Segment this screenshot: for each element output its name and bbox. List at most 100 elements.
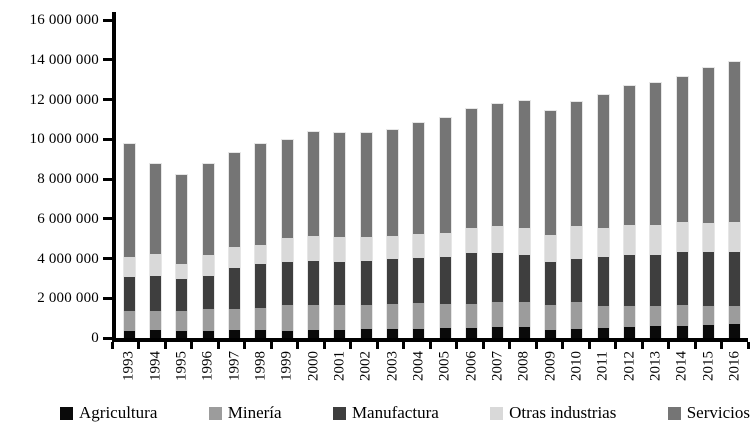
y-axis-tick-label: 8 000 000 (37, 171, 99, 187)
x-axis-tick (137, 342, 140, 349)
bar-segment-manufactura-2009 (544, 262, 556, 305)
y-axis-tick (103, 296, 112, 300)
bar-segment-manufactura-2008 (518, 254, 530, 303)
bar-2013 (649, 81, 663, 338)
bar-2010 (570, 100, 584, 338)
bar-segment-agricultura-1995 (176, 331, 188, 338)
bar-segment-manufactura-1999 (281, 261, 293, 306)
x-axis-tick (269, 342, 273, 349)
x-axis-tick-label-2011: 2011 (594, 351, 611, 381)
x-axis-tick-label-2003: 2003 (384, 351, 400, 381)
bar-segment-manufactura-1993 (123, 277, 135, 312)
bar-segment-otras-industrias-2010 (571, 225, 583, 260)
bar-slot-2008 (511, 20, 537, 338)
bar-segment-otras-industrias-2013 (650, 224, 662, 255)
y-axis-tick-label: 16 000 000 (29, 12, 99, 28)
bar-1996 (201, 162, 215, 338)
y-axis-tick (103, 137, 112, 141)
y-axis-tick (103, 257, 112, 260)
bar-slot-2005 (432, 20, 458, 338)
bar-segment-servicios-2009 (544, 110, 556, 235)
bar-slot-2001 (327, 20, 353, 338)
x-axis-tick (561, 342, 564, 349)
x-axis-tick (428, 342, 432, 349)
bar-segment-manufactura-1995 (176, 278, 188, 312)
x-axis-tick (216, 342, 220, 349)
bar-2008 (517, 100, 531, 338)
bar-segment-manufactura-2001 (334, 261, 346, 305)
bar-segment-manufactura-2006 (465, 253, 477, 305)
y-axis-tick (103, 177, 112, 181)
x-axis-tick (640, 342, 644, 349)
bar-slot-2004 (406, 20, 432, 338)
bar-2011 (596, 94, 610, 338)
bar-slot-2012 (616, 20, 642, 338)
bar-2009 (543, 109, 557, 338)
x-axis-tick (375, 342, 379, 349)
bar-segment-manufactura-2000 (307, 261, 319, 305)
y-axis-tick-label: 6 000 000 (37, 210, 99, 227)
bar-segment-agricultura-2010 (571, 329, 583, 338)
legend-swatch-manufactura (332, 406, 346, 420)
bar-segment-agricultura-2000 (307, 330, 319, 338)
bar-segment-servicios-2013 (650, 82, 662, 225)
bar-segment-otras-industrias-1994 (149, 254, 161, 277)
bar-segment-minería-2016 (729, 306, 741, 324)
bar-segment-agricultura-2014 (676, 326, 688, 338)
bar-slot-2002 (353, 20, 379, 338)
x-axis-tick (693, 342, 697, 349)
bar-segment-minería-2011 (597, 305, 609, 328)
bar-slot-1997 (221, 20, 247, 338)
legend-label-manufactura: Manufactura (351, 403, 439, 422)
bar-segment-agricultura-2011 (597, 327, 609, 338)
x-axis-tick (481, 342, 485, 349)
x-axis-tick-label-2005: 2005 (436, 351, 453, 381)
bar-slot-2015 (695, 20, 721, 338)
bar-segment-manufactura-2002 (360, 260, 372, 305)
bar-segment-minería-2007 (492, 302, 504, 328)
bar-segment-agricultura-1998 (255, 330, 267, 338)
x-axis-tick (402, 342, 405, 349)
bar-segment-agricultura-1994 (149, 330, 161, 338)
bar-slot-1994 (142, 20, 168, 338)
y-axis-tick (103, 58, 112, 62)
legend-label-minería: Minería (227, 403, 282, 422)
x-axis-tick-label-2002: 2002 (357, 351, 374, 381)
bar-segment-servicios-1993 (123, 144, 135, 258)
plot-area (116, 20, 748, 338)
bar-segment-agricultura-2013 (650, 326, 662, 338)
bar-2012 (622, 85, 636, 338)
x-axis-tick (587, 342, 591, 349)
bar-2003 (385, 128, 399, 338)
bar-segment-manufactura-2013 (650, 254, 662, 306)
bar-segment-servicios-2002 (360, 133, 372, 238)
bar-segment-servicios-1999 (281, 139, 293, 239)
bar-segment-minería-2000 (307, 304, 319, 331)
bar-slot-2016 (722, 20, 748, 338)
bar-slot-2003 (379, 20, 405, 338)
bar-segment-otras-industrias-1996 (202, 254, 214, 276)
x-axis-tick-label-2016: 2016 (726, 351, 743, 381)
bar-segment-agricultura-1996 (202, 330, 214, 338)
bar-segment-minería-1999 (281, 305, 293, 332)
y-axis-tick-label: 14 000 000 (29, 51, 99, 68)
bar-segment-otras-industrias-2012 (623, 224, 635, 255)
x-axis-tick (190, 342, 193, 349)
bar-segment-agricultura-1997 (228, 330, 240, 338)
bar-segment-servicios-2008 (518, 101, 530, 228)
x-axis-tick-label-2006: 2006 (463, 351, 479, 381)
bar-segment-otras-industrias-2011 (597, 228, 609, 257)
x-axis-tick (243, 342, 246, 349)
bar-segment-servicios-1998 (255, 144, 267, 245)
legend-swatch-minería (208, 406, 222, 420)
x-axis-tick-label-1999: 1999 (278, 351, 295, 381)
x-axis-tick (163, 342, 167, 349)
bar-slot-1995 (169, 20, 195, 338)
bar-slot-2013 (643, 20, 669, 338)
x-axis-tick-label-2012: 2012 (621, 351, 637, 381)
x-axis-tick-label-1998: 1998 (252, 351, 269, 381)
bar-2001 (333, 132, 347, 338)
bar-segment-otras-industrias-1998 (255, 244, 267, 265)
bar-segment-minería-1995 (176, 311, 188, 332)
bar-segment-minería-2001 (334, 304, 346, 331)
